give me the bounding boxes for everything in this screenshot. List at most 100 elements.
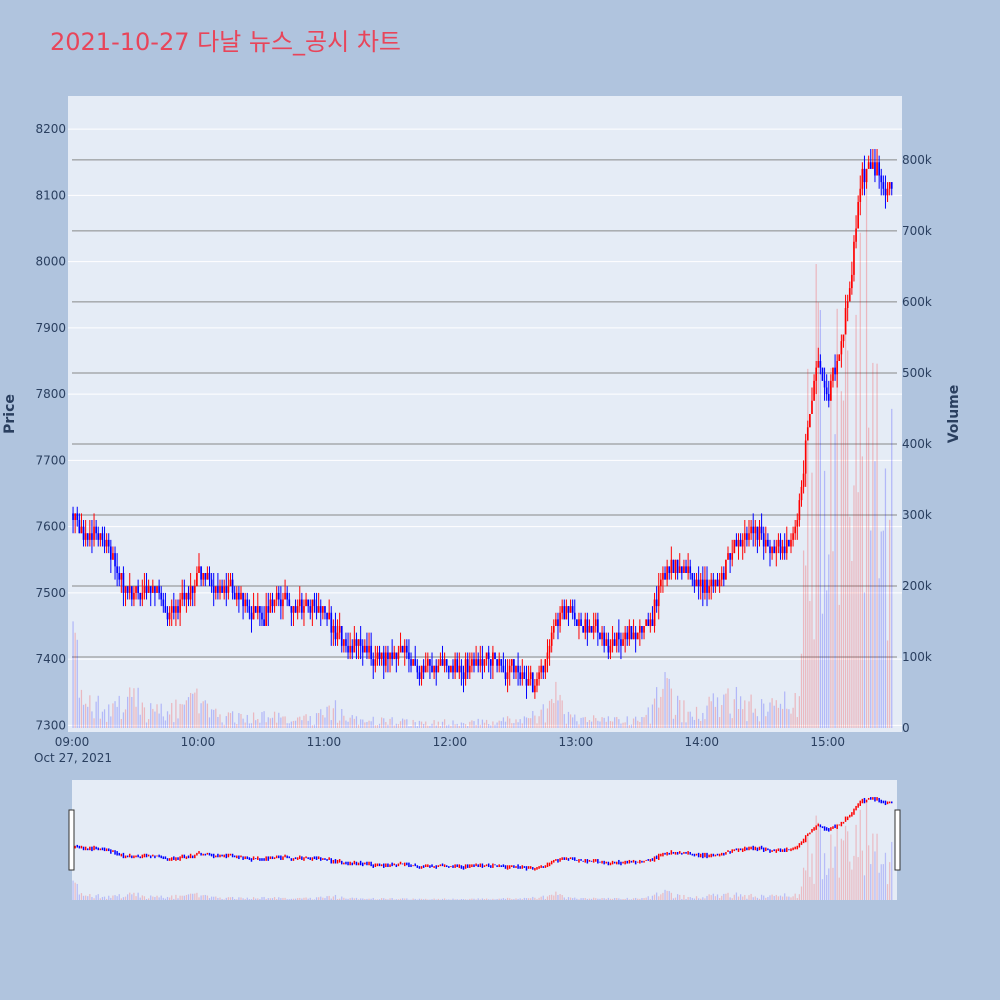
mini-volume-bar [328, 895, 330, 900]
volume-bar [819, 310, 822, 728]
volume-bar [884, 468, 887, 728]
volume-bar [870, 530, 872, 728]
candle-body [823, 380, 826, 388]
volume-bar [861, 456, 863, 728]
candle-body [510, 659, 513, 666]
mini-volume-bar [248, 899, 251, 900]
range-slider-right-handle[interactable] [894, 809, 901, 871]
range-slider[interactable] [72, 780, 897, 900]
volume-bar [563, 714, 565, 728]
volume-bar [790, 713, 792, 728]
mini-volume-bar [844, 825, 847, 900]
volume-bar [360, 719, 362, 728]
mini-volume-bar [809, 876, 811, 900]
volume-bar [849, 516, 851, 728]
mini-volume-bar [72, 880, 74, 900]
mini-volume-bar [586, 898, 588, 900]
mini-volume-bar [645, 897, 647, 900]
mini-volume-bar [483, 899, 486, 900]
volume-bar [653, 698, 656, 728]
range-slider-left-handle[interactable] [68, 809, 75, 871]
candle-body [739, 539, 742, 547]
mini-volume-bar [139, 897, 141, 900]
mini-volume-bar [807, 834, 809, 900]
time-axis-ticks: 09:00 10:00 11:00 12:00 13:00 14:00 15:00 [55, 735, 845, 749]
mini-volume-bar [494, 899, 496, 900]
mini-volume-bar [578, 899, 580, 900]
mini-volume-bar [185, 894, 188, 900]
candle-body [231, 579, 234, 593]
candle-body [668, 566, 671, 573]
mini-volume-bar [276, 899, 278, 900]
candle-body [80, 526, 83, 534]
mini-volume-bar [765, 897, 767, 900]
volume-bar [771, 698, 773, 728]
volume-bar [595, 718, 597, 728]
candle-body [874, 162, 876, 176]
price-tick-label: 7900 [35, 321, 66, 335]
volume-bar [452, 720, 454, 728]
candle-body [397, 652, 400, 660]
volume-bar [649, 723, 651, 728]
candle-body [756, 526, 759, 540]
mini-volume-bar [475, 899, 477, 900]
mini-volume-bar [133, 892, 135, 900]
mini-volume-bar [628, 899, 630, 900]
candle-body [181, 592, 184, 600]
volume-bar [874, 461, 876, 728]
candle-body [290, 606, 293, 613]
candle-body [130, 586, 133, 600]
volume-bar [693, 719, 696, 728]
volume-bar [198, 713, 200, 728]
candle-body [338, 626, 341, 633]
mini-volume-bar [402, 898, 404, 900]
mini-volume-bar [538, 897, 540, 900]
candle-body [609, 645, 612, 653]
volume-bar [362, 719, 364, 728]
candle-body [141, 592, 144, 600]
volume-bar [210, 709, 213, 728]
volume-bar [456, 723, 458, 728]
volume-bar [347, 721, 349, 728]
mini-volume-bar [473, 898, 475, 900]
mini-volume-bar [492, 898, 494, 900]
mini-volume-bar [712, 893, 714, 900]
volume-bar [590, 721, 593, 728]
candle-body [84, 533, 87, 540]
mini-volume-bar [454, 899, 456, 900]
mini-volume-bar [618, 898, 620, 900]
mini-volume-bar [496, 899, 498, 900]
volume-bar [376, 724, 379, 728]
mini-volume-bar [551, 894, 553, 900]
mini-volume-bar [855, 824, 857, 900]
candle-body [582, 626, 585, 633]
volume-bar [744, 700, 746, 728]
candle-body [269, 599, 272, 613]
candle-body [662, 573, 664, 580]
candle-body [473, 659, 475, 666]
volume-bar [95, 701, 97, 728]
mini-volume-bar [269, 898, 272, 900]
candle-body [674, 559, 677, 573]
candle-body [99, 533, 102, 540]
volume-bar [93, 718, 95, 728]
volume-bar [868, 427, 870, 728]
price-tick-label: 8100 [35, 188, 66, 202]
volume-bar [525, 717, 528, 728]
volume-bar [164, 720, 167, 728]
candle-body [185, 592, 188, 600]
candle-body [292, 606, 295, 613]
mini-volume-bar [406, 898, 408, 900]
plot-area[interactable] [68, 96, 902, 732]
mini-volume-bar [313, 899, 316, 900]
candle-body [139, 592, 142, 600]
candle-body [519, 672, 522, 679]
volume-bar [425, 721, 427, 728]
candle-body [676, 559, 679, 573]
candle-body [647, 619, 650, 626]
volume-bar [643, 717, 645, 728]
volume-bar [206, 703, 209, 728]
mini-volume-bar [572, 898, 574, 900]
candle-body [160, 592, 163, 600]
volume-bar [450, 725, 452, 728]
